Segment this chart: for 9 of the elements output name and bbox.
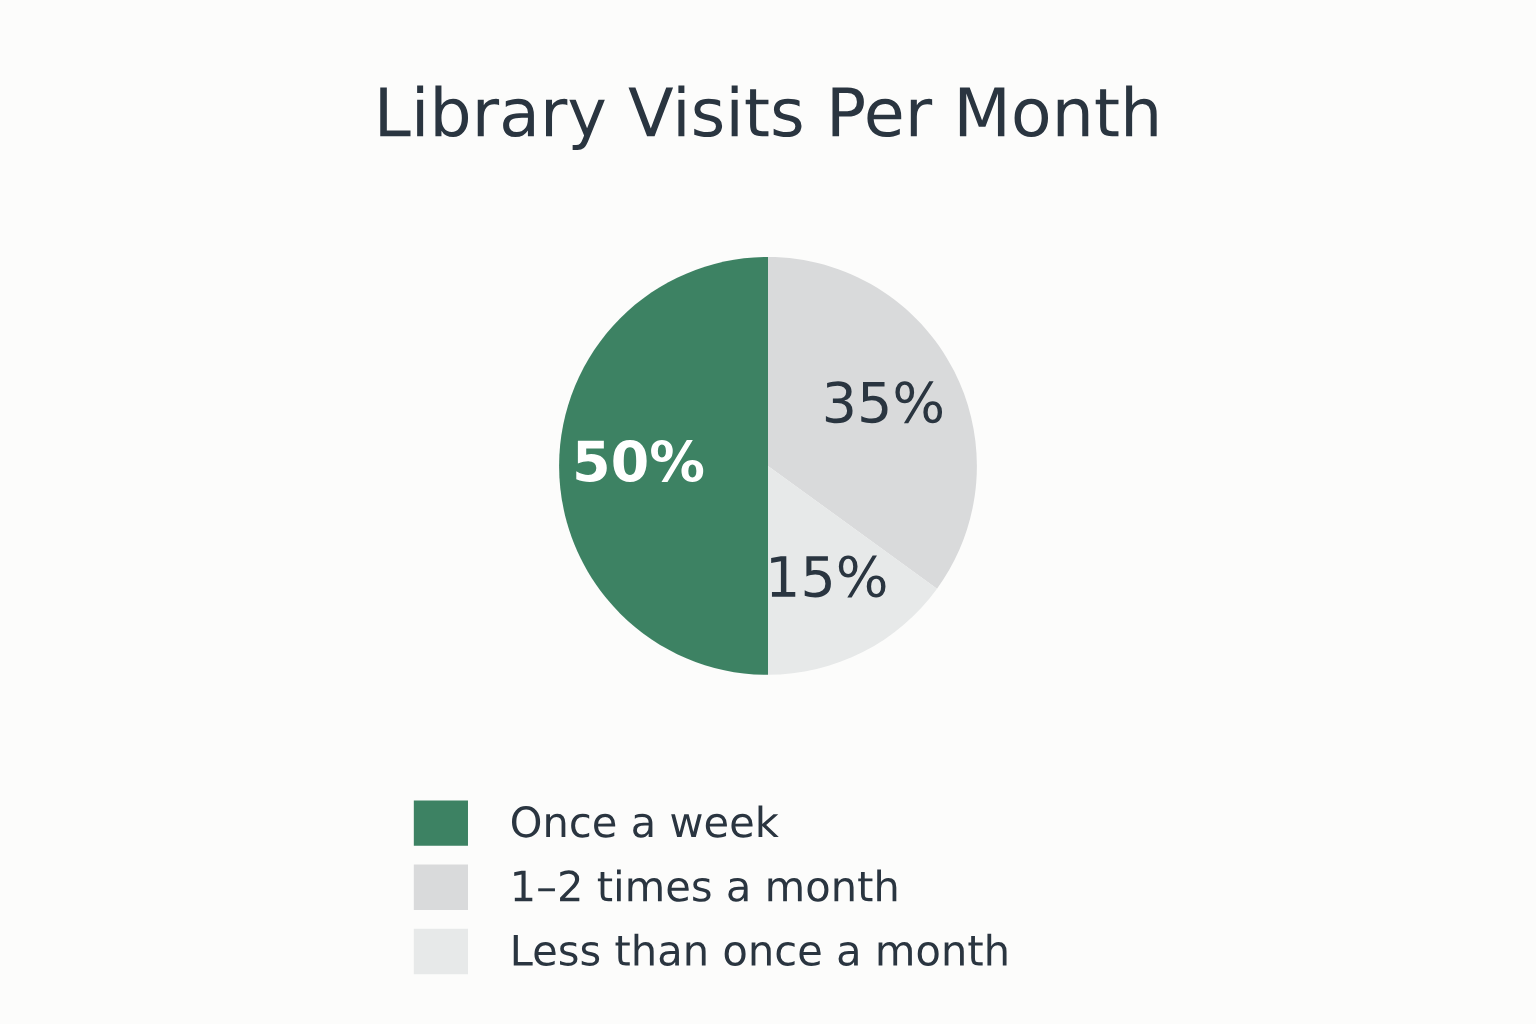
pie-slice: [559, 257, 768, 675]
data-label: 50%: [576, 440, 704, 483]
legend-label: Once a week: [511, 805, 779, 838]
legend-label: 1–2 times a month: [514, 869, 897, 902]
chart-title: Library Visits Per Month: [380, 85, 1157, 151]
legend-label: Less than once a month: [513, 933, 1007, 966]
data-label: 35%: [825, 381, 943, 424]
pie-slice: [768, 465, 937, 675]
data-label: 15%: [771, 555, 886, 598]
